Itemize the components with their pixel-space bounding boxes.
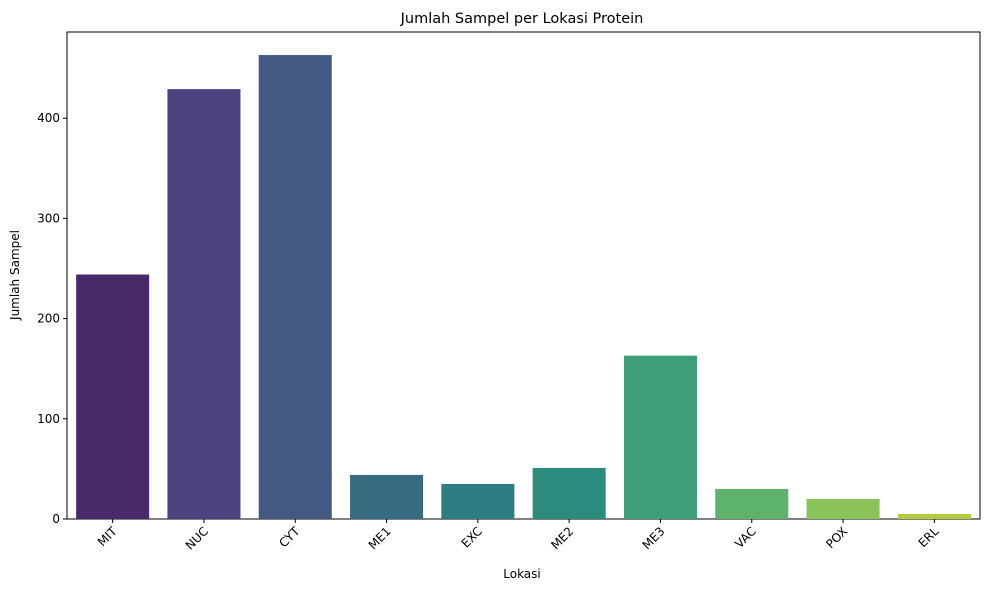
x-tick-label-exc: EXC bbox=[459, 524, 485, 550]
x-tick-label-vac: VAC bbox=[732, 524, 759, 551]
bar-me3 bbox=[623, 355, 697, 519]
y-axis: 0 100 200 300 400 bbox=[37, 111, 67, 526]
y-tick-label-0: 0 bbox=[52, 512, 60, 526]
x-tick-label-mit: MIT bbox=[95, 524, 120, 549]
bar-exc bbox=[441, 483, 515, 519]
bar-erl bbox=[897, 513, 971, 519]
x-tick-label-me1: ME1 bbox=[366, 524, 394, 552]
plot-area-frame bbox=[66, 31, 981, 520]
x-axis-label: Lokasi bbox=[503, 567, 541, 581]
x-tick-label-me3: ME3 bbox=[640, 524, 668, 552]
y-tick-label-300: 300 bbox=[37, 211, 60, 225]
y-axis-label: Jumlah Sampel bbox=[8, 230, 22, 321]
bar-vac bbox=[715, 488, 789, 519]
y-tick-label-100: 100 bbox=[37, 412, 60, 426]
chart-title: Jumlah Sampel per Lokasi Protein bbox=[400, 11, 644, 27]
bar-nuc bbox=[167, 89, 241, 520]
bar-cyt bbox=[258, 55, 332, 520]
bar-mit bbox=[76, 274, 150, 519]
bar-pox bbox=[806, 498, 880, 519]
x-tick-label-cyt: CYT bbox=[276, 524, 303, 551]
bar-me1 bbox=[350, 474, 424, 519]
y-tick-label-400: 400 bbox=[37, 111, 60, 125]
x-tick-label-pox: POX bbox=[823, 524, 850, 551]
y-tick-label-200: 200 bbox=[37, 312, 60, 326]
bar-me2 bbox=[532, 467, 606, 519]
x-tick-label-nuc: NUC bbox=[183, 524, 211, 552]
x-tick-label-erl: ERL bbox=[916, 524, 942, 550]
x-tick-label-me2: ME2 bbox=[548, 524, 576, 552]
bars-group bbox=[76, 55, 971, 520]
x-axis: MIT NUC CYT ME1 EXC ME2 ME3 VAC POX ERL bbox=[95, 519, 942, 553]
